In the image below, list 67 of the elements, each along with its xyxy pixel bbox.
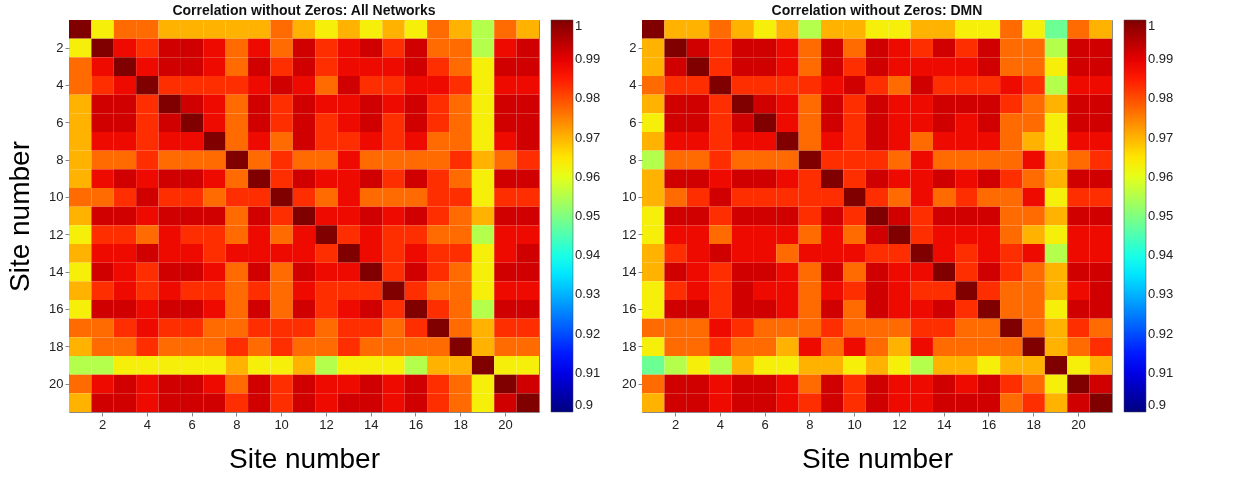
x-tick-label: 16 <box>981 416 997 432</box>
x-axis-title: Site number <box>229 442 380 474</box>
color-bar-label: 0.96 <box>575 168 601 184</box>
color-bar-label: 0.92 <box>575 325 601 341</box>
x-tick-label: 10 <box>274 416 289 432</box>
y-tick-label: 10 <box>49 189 64 205</box>
y-tick-label: 18 <box>49 338 64 354</box>
color-bar-label: 0.98 <box>1148 90 1174 106</box>
x-tick-label: 6 <box>761 416 769 432</box>
color-bar-label: 0.94 <box>575 247 601 263</box>
color-bar-label: 0.98 <box>575 90 601 106</box>
y-tick-label: 12 <box>49 226 64 242</box>
color-bar-label: 0.9 <box>1148 397 1167 412</box>
x-tick-label: 4 <box>716 416 724 432</box>
chart-title: Correlation without Zeros: All Networks <box>172 2 436 18</box>
y-tick-label: 8 <box>629 152 637 167</box>
y-tick-label: 16 <box>622 301 637 317</box>
x-tick-label: 12 <box>892 416 907 432</box>
color-bar-label: 0.9 <box>575 397 594 412</box>
x-tick-label: 14 <box>936 416 952 432</box>
color-bar-label: 0.96 <box>1148 168 1174 184</box>
x-tick-label: 18 <box>1026 416 1041 432</box>
x-tick-label: 2 <box>98 416 107 432</box>
y-tick-label: 4 <box>629 77 637 93</box>
y-tick-label: 4 <box>56 77 64 93</box>
y-tick-label: 12 <box>622 226 637 242</box>
y-tick-label: 10 <box>622 189 637 205</box>
x-tick-label: 12 <box>319 416 334 432</box>
color-bar-label: 0.92 <box>1148 325 1174 341</box>
color-bar-label: 0.99 <box>575 51 601 67</box>
color-bar-label: 1 <box>1148 18 1156 33</box>
color-bar-label: 0.91 <box>1148 364 1174 380</box>
x-tick-label: 8 <box>233 416 241 432</box>
color-bar-label: 0.97 <box>575 129 601 145</box>
x-tick-label: 2 <box>671 416 680 432</box>
y-tick-label: 8 <box>56 152 64 167</box>
x-tick-label: 10 <box>847 416 862 432</box>
color-bar-label: 0.94 <box>1148 247 1174 263</box>
x-tick-label: 14 <box>363 416 379 432</box>
x-axis-title: Site number <box>802 442 953 474</box>
x-tick-label: 20 <box>498 416 513 432</box>
y-tick-label: 2 <box>56 40 64 55</box>
color-bar-label: 1 <box>575 18 583 33</box>
color-bar-label: 0.99 <box>1148 51 1174 67</box>
x-tick-label: 6 <box>188 416 196 432</box>
x-tick-label: 16 <box>408 416 424 432</box>
color-bar-label: 0.95 <box>1148 208 1174 223</box>
y-tick-label: 16 <box>49 301 64 317</box>
y-tick-label: 18 <box>622 338 637 354</box>
color-bar-label: 0.93 <box>575 286 601 302</box>
color-bar-label: 0.97 <box>1148 129 1174 145</box>
y-tick-label: 6 <box>629 114 637 130</box>
color-bar-label: 0.91 <box>575 364 601 380</box>
x-tick-label: 8 <box>806 416 814 432</box>
x-tick-label: 18 <box>453 416 468 432</box>
y-tick-label: 2 <box>629 40 637 55</box>
x-tick-label: 20 <box>1071 416 1086 432</box>
y-tick-label: 14 <box>49 264 64 279</box>
x-tick-label: 4 <box>143 416 151 432</box>
y-tick-label: 14 <box>622 264 637 279</box>
chart-title: Correlation without Zeros: DMN <box>771 2 983 18</box>
color-bar-label: 0.95 <box>575 208 601 223</box>
color-bar-label: 0.93 <box>1148 286 1174 302</box>
y-tick-label: 20 <box>622 376 637 391</box>
y-tick-label: 6 <box>56 114 64 130</box>
y-tick-label: 20 <box>49 376 64 391</box>
y-axis-title: Site number <box>4 141 36 292</box>
